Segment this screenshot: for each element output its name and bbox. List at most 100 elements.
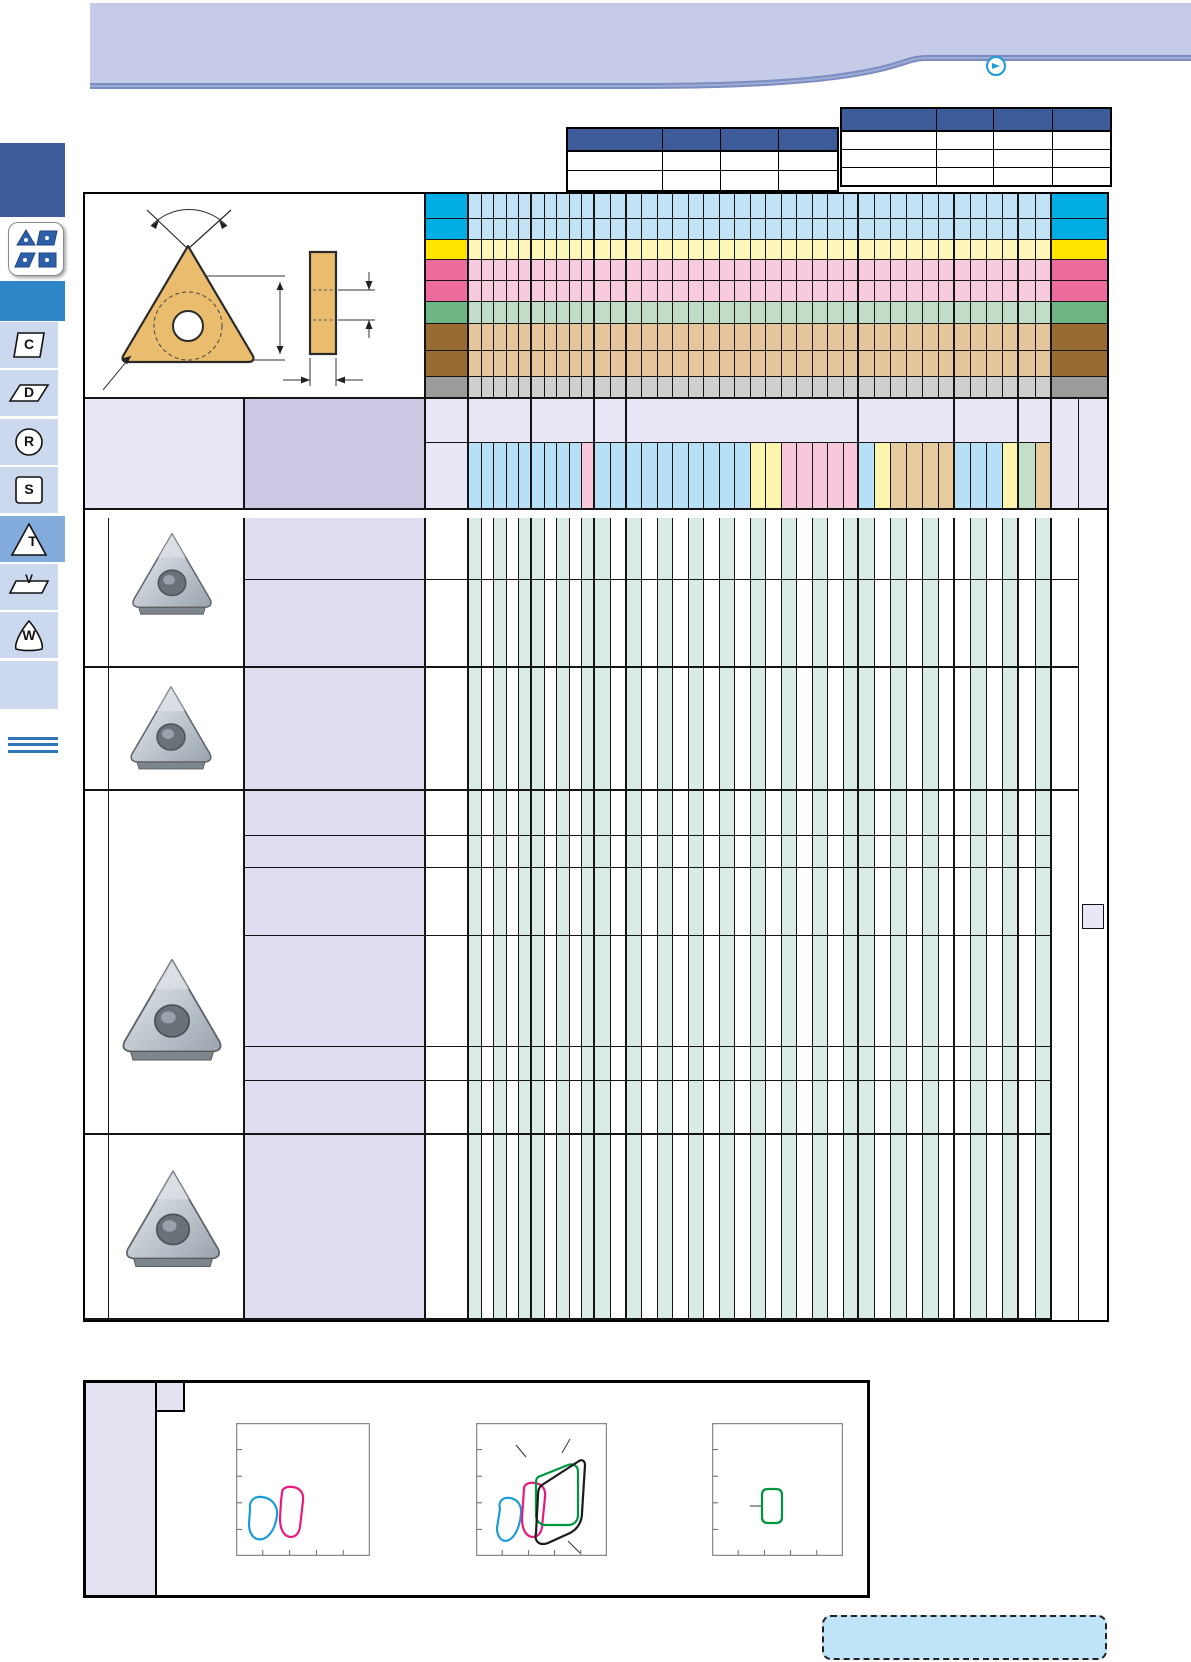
matrix-cell xyxy=(1019,443,1036,510)
matrix-cell xyxy=(481,443,495,510)
matrix-cell xyxy=(719,936,736,1047)
matrix-cell xyxy=(987,351,1004,377)
matrix-cell xyxy=(595,1081,611,1135)
matrix-cell xyxy=(939,194,956,219)
matrix-cell xyxy=(766,240,782,260)
matrix-cell xyxy=(595,377,611,399)
matrix-cell xyxy=(494,240,507,260)
matrix-cell xyxy=(627,351,643,377)
matrix-cell xyxy=(544,936,558,1047)
matrix-cell xyxy=(595,399,627,443)
matrix-cell xyxy=(812,791,829,836)
matrix-cell xyxy=(766,936,782,1047)
matrix-cell xyxy=(582,281,595,302)
matrix-cell xyxy=(797,868,813,936)
matrix-cell xyxy=(875,351,892,377)
matrix-cell xyxy=(544,281,558,302)
matrix-cell xyxy=(481,351,495,377)
matrix-cell xyxy=(519,836,532,868)
matrix-cell xyxy=(481,240,495,260)
matrix-cell xyxy=(939,791,956,836)
matrix-cell xyxy=(688,324,705,351)
matrix-cell xyxy=(494,868,507,936)
matrix-cell xyxy=(1003,377,1020,399)
matrix-cell xyxy=(611,1081,627,1135)
matrix-cell xyxy=(569,668,583,791)
matrix-cell xyxy=(704,324,720,351)
matrix-cell xyxy=(582,260,595,281)
matrix-cell xyxy=(426,324,469,351)
matrix-cell xyxy=(987,281,1004,302)
matrix-cell xyxy=(481,302,495,324)
matrix-cell xyxy=(766,324,782,351)
matrix-cell xyxy=(1019,1047,1036,1081)
matrix-cell xyxy=(719,324,736,351)
matrix-cell xyxy=(494,836,507,868)
matrix-cell xyxy=(657,1135,674,1320)
matrix-cell xyxy=(987,194,1004,219)
matrix-cell xyxy=(642,1047,658,1081)
matrix-cell xyxy=(735,240,751,260)
matrix-cell xyxy=(907,1135,924,1320)
matrix-cell xyxy=(673,936,689,1047)
matrix-cell xyxy=(955,281,972,302)
matrix-cell xyxy=(971,281,988,302)
sidebar-item-c[interactable]: C xyxy=(0,322,58,368)
matrix-cell xyxy=(719,868,736,936)
mini-table-cell xyxy=(1052,167,1112,187)
matrix-cell xyxy=(939,868,956,936)
mini-table-cell xyxy=(778,150,839,171)
sidebar-item-v[interactable]: V xyxy=(0,564,58,610)
matrix-cell xyxy=(750,1047,767,1081)
matrix-cell xyxy=(843,1081,860,1135)
sidebar-item-r[interactable]: R xyxy=(0,419,58,465)
matrix-cell xyxy=(519,324,532,351)
matrix-cell xyxy=(544,580,558,668)
sidebar-item-s[interactable]: S xyxy=(0,467,58,513)
matrix-cell xyxy=(955,351,972,377)
matrix-cell xyxy=(955,1081,972,1135)
matrix-cell xyxy=(907,194,924,219)
matrix-cell xyxy=(642,351,658,377)
matrix-cell xyxy=(719,580,736,668)
matrix-cell xyxy=(939,1047,956,1081)
matrix-cell xyxy=(519,936,532,1047)
matrix-cell xyxy=(987,836,1004,868)
matrix-cell xyxy=(875,219,892,240)
matrix-cell xyxy=(939,281,956,302)
matrix-cell xyxy=(939,668,956,791)
matrix-cell xyxy=(1035,240,1053,260)
matrix-cell xyxy=(859,1047,876,1081)
matrix-cell xyxy=(481,281,495,302)
matrix-cell xyxy=(1035,302,1053,324)
matrix-cell xyxy=(519,791,532,836)
mini-table-cell xyxy=(840,167,937,187)
matrix-cell xyxy=(611,194,627,219)
matrix-cell xyxy=(569,936,583,1047)
matrix-cell xyxy=(481,324,495,351)
matrix-cell xyxy=(907,377,924,399)
matrix-cell xyxy=(939,1081,956,1135)
matrix-cell xyxy=(1052,324,1107,351)
matrix-cell xyxy=(544,1081,558,1135)
matrix-cell xyxy=(1035,580,1053,668)
sidebar-item-t-active[interactable]: T xyxy=(0,516,65,562)
matrix-cell xyxy=(1003,443,1020,510)
mini-table-cell xyxy=(1052,130,1112,150)
matrix-cell xyxy=(494,1135,507,1320)
matrix-cell xyxy=(1003,324,1020,351)
matrix-cell xyxy=(85,518,109,668)
matrix-cell xyxy=(843,1047,860,1081)
next-page-arrow-icon[interactable] xyxy=(986,56,1006,76)
matrix-cell xyxy=(611,219,627,240)
matrix-cell xyxy=(481,194,495,219)
matrix-cell xyxy=(735,936,751,1047)
breaker-range-chart-3 xyxy=(711,1422,844,1561)
matrix-cell xyxy=(704,580,720,668)
sidebar-item-d[interactable]: D xyxy=(0,370,58,416)
sidebar-item-w[interactable]: W xyxy=(0,612,58,658)
matrix-cell xyxy=(859,791,876,836)
matrix-cell xyxy=(544,194,558,219)
matrix-cell xyxy=(750,836,767,868)
matrix-cell xyxy=(481,868,495,936)
